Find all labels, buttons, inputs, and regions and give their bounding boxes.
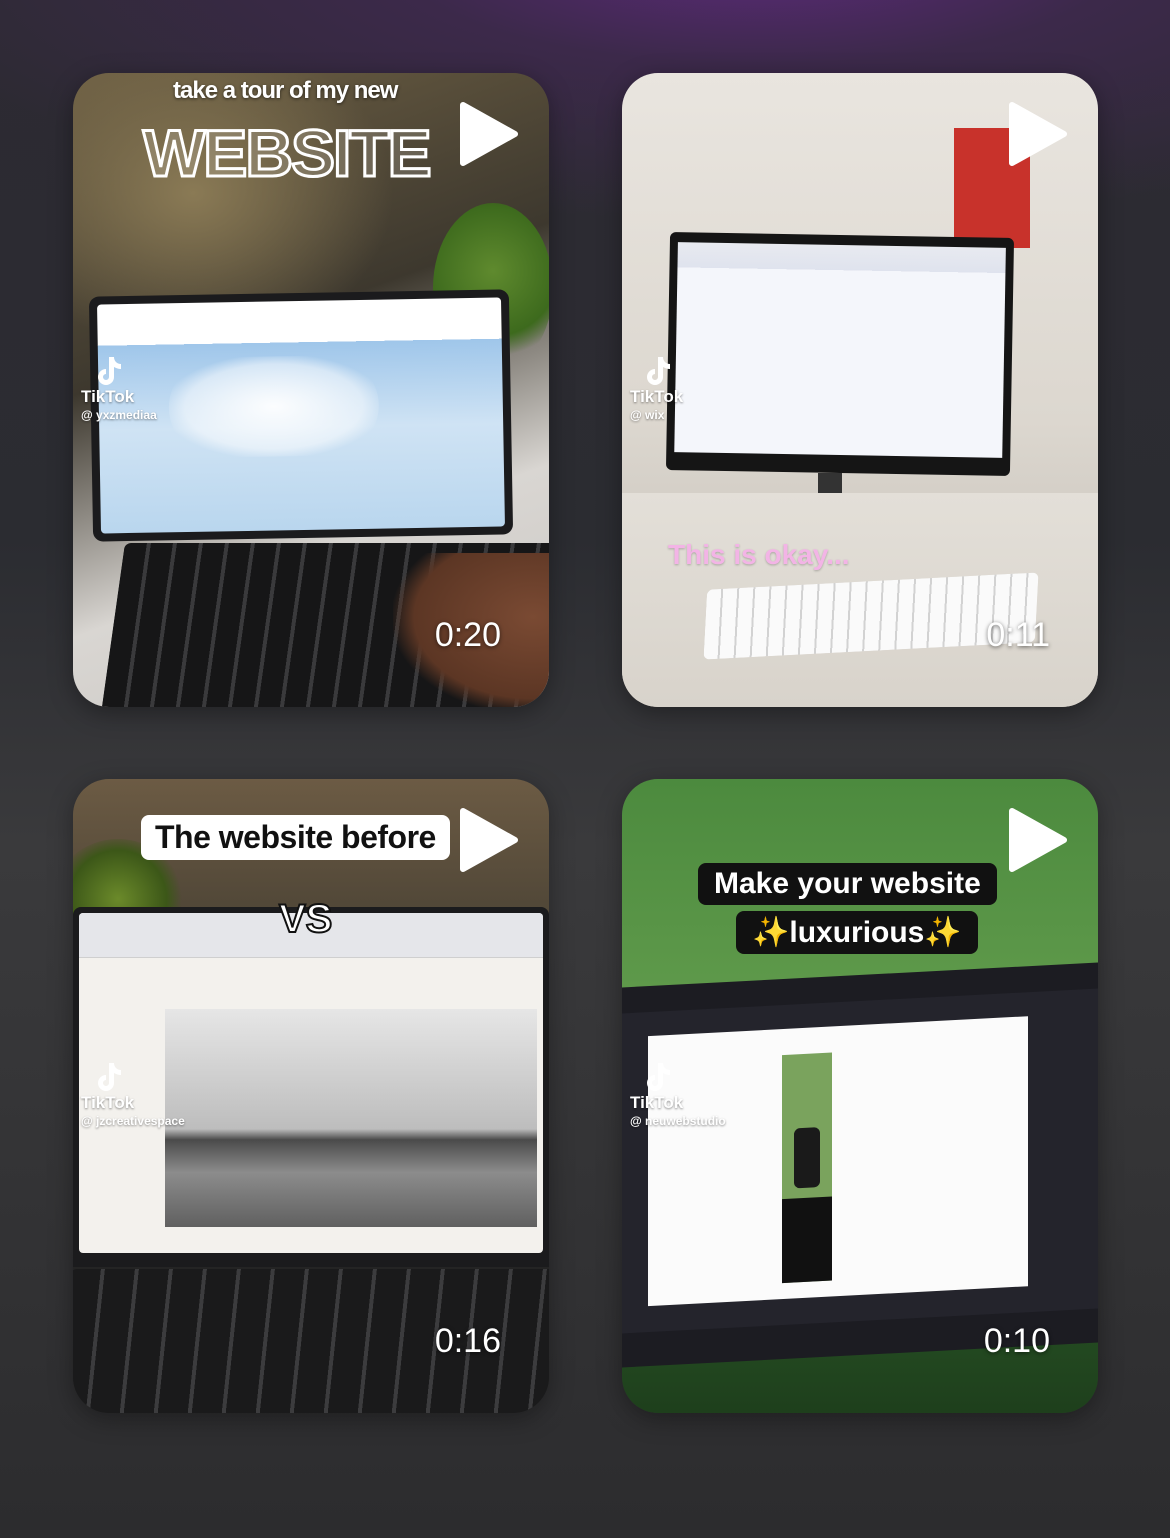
tiktok-watermark: TikTok @ neuwebstudio [630, 1061, 726, 1129]
video-duration: 0:20 [434, 616, 501, 654]
tiktok-watermark: TikTok @ yxzmediaa [81, 355, 157, 423]
caption-top: take a tour of my new [173, 77, 398, 104]
tiktok-label: TikTok [81, 387, 135, 406]
creator-handle: @ jzcreativespace [81, 1114, 185, 1128]
play-icon[interactable] [1006, 805, 1070, 875]
video-card-4[interactable]: Make your website ✨luxurious✨ TikTok @ n… [622, 779, 1098, 1413]
creator-handle: @ neuwebstudio [630, 1114, 726, 1128]
caption: The website before [141, 815, 450, 860]
video-duration: 0:16 [434, 1322, 501, 1360]
tiktok-logo-icon [98, 1063, 121, 1091]
video-duration: 0:11 [986, 616, 1050, 654]
monitor [665, 232, 1015, 476]
caption-line-1: Make your website [698, 863, 997, 905]
caption-line-2: ✨luxurious✨ [736, 911, 978, 954]
monitor [622, 962, 1098, 1368]
tiktok-label: TikTok [630, 1093, 684, 1112]
video-card-1[interactable]: take a tour of my new WEBSITE TikTok @ y… [73, 73, 549, 707]
creator-handle: @ yxzmediaa [81, 408, 157, 422]
video-duration: 0:10 [983, 1322, 1050, 1360]
tiktok-label: TikTok [630, 387, 684, 406]
tiktok-watermark: TikTok @ wix [630, 355, 683, 423]
caption: This is okay... [668, 539, 850, 570]
play-icon[interactable] [457, 805, 521, 875]
tiktok-watermark: TikTok @ jzcreativespace [81, 1061, 185, 1129]
creator-handle: @ wix [630, 408, 665, 422]
tiktok-logo-icon [647, 357, 670, 385]
video-card-2[interactable]: This is okay... TikTok @ wix 0:11 [622, 73, 1098, 707]
tiktok-label: TikTok [81, 1093, 135, 1112]
tiktok-logo-icon [647, 1063, 670, 1091]
hand [393, 553, 549, 707]
tiktok-logo-icon [98, 357, 121, 385]
caption-vs: VS [278, 896, 333, 942]
video-card-3[interactable]: The website before VS TikTok @ jzcreativ… [73, 779, 549, 1413]
caption-big: WEBSITE [142, 115, 434, 192]
play-icon[interactable] [1006, 99, 1070, 169]
laptop-screen [73, 907, 549, 1267]
play-icon[interactable] [457, 99, 521, 169]
